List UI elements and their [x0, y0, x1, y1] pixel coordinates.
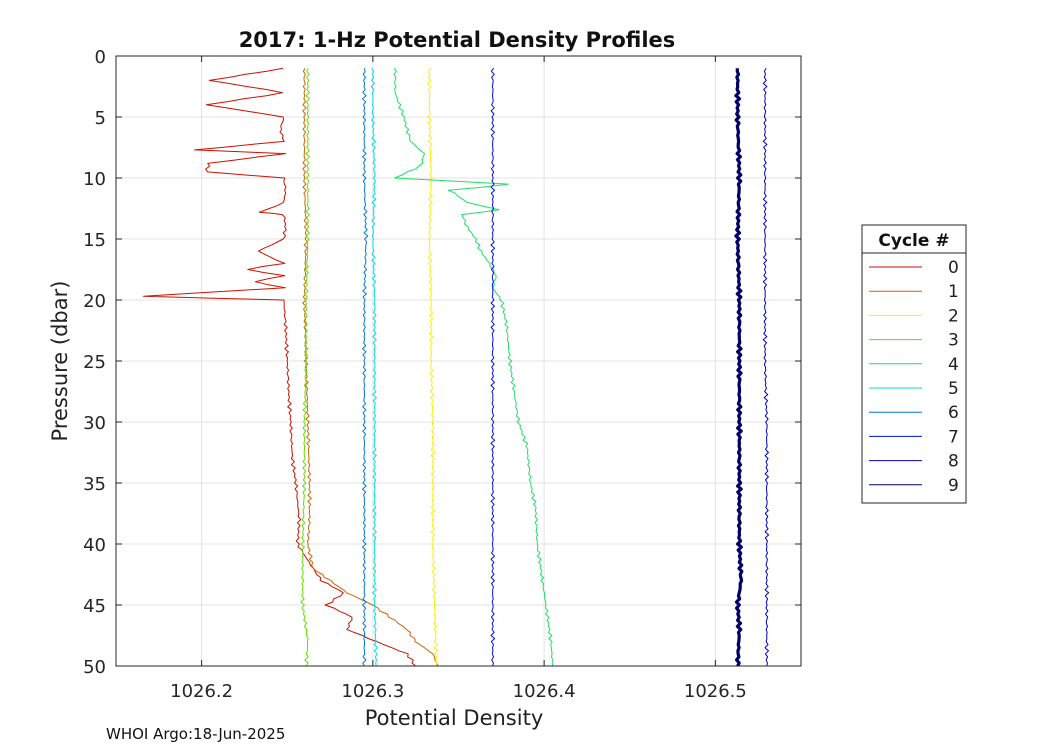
- y-tick-label: 10: [83, 169, 106, 190]
- legend-label-cycle-0: 0: [948, 258, 959, 278]
- y-tick-label: 0: [95, 47, 106, 68]
- y-tick-label: 40: [83, 535, 106, 556]
- x-tick-label: 1026.5: [684, 681, 747, 702]
- legend-label-cycle-1: 1: [948, 282, 959, 302]
- y-tick-label: 25: [83, 352, 106, 373]
- y-tick-label: 50: [83, 657, 106, 678]
- chart-title: 2017: 1-Hz Potential Density Profiles: [239, 28, 676, 52]
- series-line-cycle-9: [734, 68, 744, 667]
- x-tick-label: 1026.2: [170, 681, 233, 702]
- y-tick-label: 5: [95, 108, 106, 129]
- legend-label-cycle-2: 2: [948, 306, 959, 326]
- legend: Cycle # 0 1 2 3 4 5 6 7 8 9: [861, 224, 967, 504]
- x-tick-label: 1026.3: [341, 681, 404, 702]
- series-line-cycle-1: [302, 67, 439, 667]
- x-axis-label: Potential Density: [365, 706, 544, 730]
- series-line-cycle-2: [427, 67, 438, 667]
- legend-label-cycle-6: 6: [948, 403, 959, 423]
- series-line-cycle-5: [370, 67, 379, 667]
- legend-label-cycle-9: 9: [948, 476, 959, 496]
- y-tick-label: 45: [83, 596, 106, 617]
- legend-label-cycle-5: 5: [948, 379, 959, 399]
- y-tick-label: 30: [83, 413, 106, 434]
- y-tick-label: 15: [83, 230, 106, 251]
- y-tick-label: 35: [83, 474, 106, 495]
- series-line-cycle-6: [362, 68, 369, 667]
- series-line-cycle-8: [762, 67, 770, 667]
- legend-label-cycle-8: 8: [948, 452, 959, 472]
- legend-label-cycle-7: 7: [948, 427, 959, 447]
- y-axis-label: Pressure (dbar): [48, 281, 72, 442]
- y-tick-label: 20: [83, 291, 106, 312]
- footer-credit: WHOI Argo:18-Jun-2025: [106, 725, 286, 743]
- x-tick-label: 1026.4: [513, 681, 576, 702]
- series-line-cycle-4: [393, 67, 554, 667]
- series-line-cycle-3: [300, 67, 310, 667]
- legend-label-cycle-3: 3: [948, 331, 959, 351]
- plot-area: 1026.2 1026.3 1026.4 1026.5 0 5 10 15 20 25 30 35 40…: [83, 47, 802, 702]
- legend-label-cycle-4: 4: [948, 355, 959, 375]
- legend-title: Cycle #: [878, 231, 949, 251]
- series-line-cycle-7: [490, 67, 496, 667]
- series-line-cycle-0: [143, 67, 417, 667]
